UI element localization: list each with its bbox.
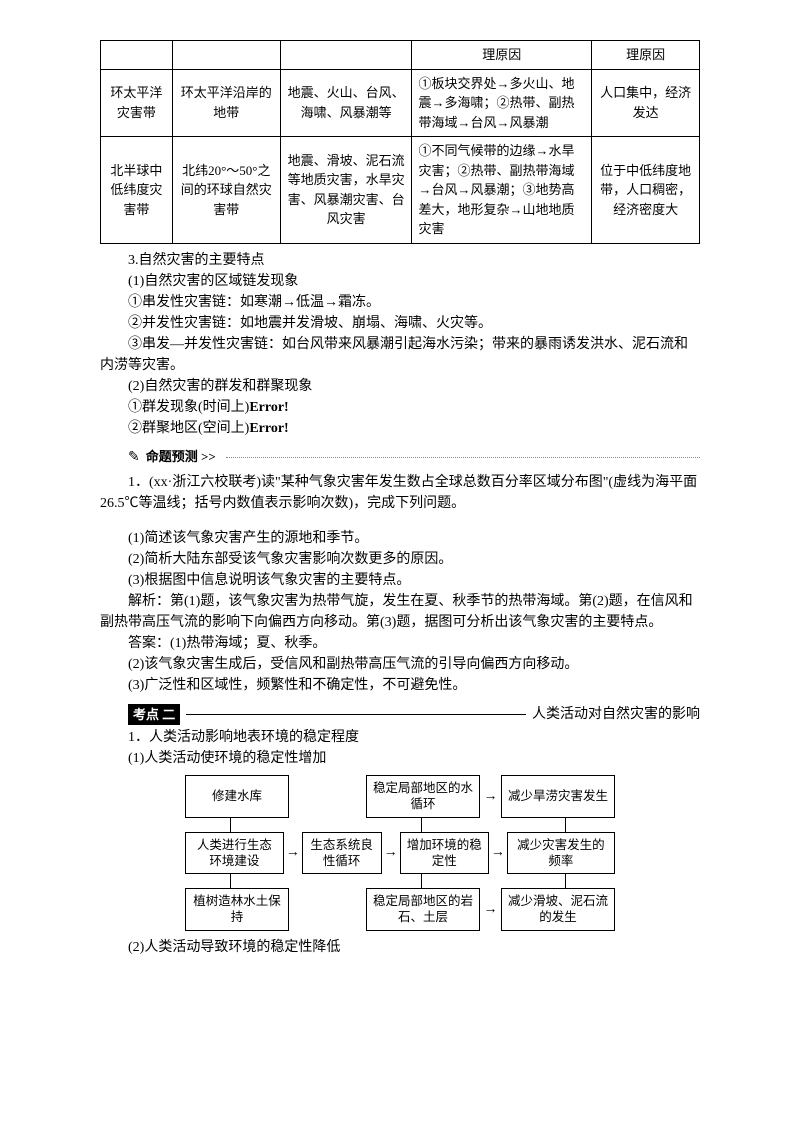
forecast-bar: ✎ 命题预测 >> [128, 447, 700, 468]
box-water-cycle: 稳定局部地区的水循环 [366, 775, 480, 818]
header-cell: 理原因 [412, 41, 592, 70]
cell: 地震、滑坡、泥石流等地质灾害，水旱灾害、风暴潮灾害、台风灾害 [280, 137, 412, 244]
item-c: ③串发—并发性灾害链：如台风带来风暴潮引起海水污染；带来的暴雨诱发洪水、泥石流和… [100, 334, 700, 376]
sub-2: (2)自然灾害的群发和群聚现象 [100, 376, 700, 397]
cell: ①板块交界处→多火山、地震→多海啸；②热带、副热带海域→台风→风暴潮 [412, 69, 592, 137]
box-eco-build: 人类进行生态环境建设 [185, 832, 284, 875]
box-reduce-freq: 减少灾害发生的频率 [507, 832, 615, 875]
cell: 环太平洋灾害带 [101, 69, 173, 137]
q1-parse: 解析：第(1)题，该气象灾害为热带气旋，发生在夏、秋季节的热带海域。第(2)题，… [100, 591, 700, 633]
q1-ans3: (3)广泛性和区域性，频繁性和不确定性，不可避免性。 [100, 675, 700, 696]
arrow-icon: → [382, 832, 400, 875]
arrow-icon: → [482, 888, 500, 931]
cell: ①不同气候带的边缘→水旱灾害；②热带、副热带海域→台风→风暴潮；③地势高差大，地… [412, 137, 592, 244]
kd2-title: 人类活动对自然灾害的影响 [532, 704, 700, 725]
box-reservoir: 修建水库 [185, 775, 289, 818]
error-text: Error! [249, 421, 288, 436]
item-2b: ②群聚地区(空间上)Error! [100, 418, 700, 439]
q1-3: (3)根据图中信息说明该气象灾害的主要特点。 [100, 570, 700, 591]
solid-line [186, 714, 526, 715]
table-row: 环太平洋灾害带 环太平洋沿岸的地带 地震、火山、台风、海啸、风暴潮等 ①板块交界… [101, 69, 700, 137]
box-reduce-slide: 减少滑坡、泥石流的发生 [501, 888, 615, 931]
dotted-line [226, 457, 700, 458]
pencil-icon: ✎ [128, 447, 140, 468]
heading-3: 3.自然灾害的主要特点 [100, 250, 700, 271]
q1-2: (2)简析大陆东部受该气象灾害影响次数更多的原因。 [100, 549, 700, 570]
kd2-1b: (2)人类活动导致环境的稳定性降低 [100, 937, 700, 958]
arrow-icon: → [284, 832, 302, 875]
item-2b-text: ②群聚地区(空间上) [128, 421, 249, 436]
q1-ans2: (2)该气象灾害生成后，受信风和副热带高压气流的引导向偏西方向移动。 [100, 654, 700, 675]
cell: 位于中低纬度地带，人口稠密，经济密度大 [592, 137, 700, 244]
disaster-zone-table: 理原因 理原因 环太平洋灾害带 环太平洋沿岸的地带 地震、火山、台风、海啸、风暴… [100, 40, 700, 244]
sub-1: (1)自然灾害的区域链发现象 [100, 271, 700, 292]
table-row: 北半球中低纬度灾害带 北纬20°～50°之间的环球自然灾害带 地震、滑坡、泥石流… [101, 137, 700, 244]
cell: 北半球中低纬度灾害带 [101, 137, 173, 244]
cell: 地震、火山、台风、海啸、风暴潮等 [280, 69, 412, 137]
cell: 北纬20°～50°之间的环球自然灾害带 [172, 137, 280, 244]
cell: 人口集中，经济发达 [592, 69, 700, 137]
q1-ans1: 答案：(1)热带海域；夏、秋季。 [100, 633, 700, 654]
box-rock-soil: 稳定局部地区的岩石、土层 [366, 888, 480, 931]
item-2a-text: ①群发现象(时间上) [128, 400, 249, 415]
item-a: ①串发性灾害链：如寒潮→低温→霜冻。 [100, 292, 700, 313]
box-env-stable: 增加环境的稳定性 [400, 832, 489, 875]
kd2-1a: (1)人类活动使环境的稳定性增加 [100, 748, 700, 769]
error-text: Error! [249, 400, 288, 415]
forecast-label: 命题预测 >> [142, 447, 220, 467]
box-ecosystem: 生态系统良性循环 [302, 832, 382, 875]
kd2-label: 考点 二 [128, 704, 180, 726]
header-cell: 理原因 [592, 41, 700, 70]
table-header-row: 理原因 理原因 [101, 41, 700, 70]
arrow-icon: → [489, 832, 507, 875]
box-afforest: 植树造林水土保持 [185, 888, 289, 931]
q1-1: (1)简述该气象灾害产生的源地和季节。 [100, 528, 700, 549]
question-1: 1．(xx·浙江六校联考)读"某种气象灾害年发生数占全球总数百分率区域分布图"(… [100, 472, 700, 514]
kd2-bar: 考点 二 人类活动对自然灾害的影响 [128, 704, 700, 726]
cell: 环太平洋沿岸的地带 [172, 69, 280, 137]
item-b: ②并发性灾害链：如地震并发滑坡、崩塌、海啸、火灾等。 [100, 313, 700, 334]
stability-diagram: 修建水库 稳定局部地区的水循环 → 减少旱涝灾害发生 人类进行生态环境建设 → … [185, 775, 615, 931]
arrow-icon: → [482, 775, 500, 818]
kd2-1: 1．人类活动影响地表环境的稳定程度 [100, 727, 700, 748]
box-reduce-flood: 减少旱涝灾害发生 [501, 775, 615, 818]
item-2a: ①群发现象(时间上)Error! [100, 397, 700, 418]
